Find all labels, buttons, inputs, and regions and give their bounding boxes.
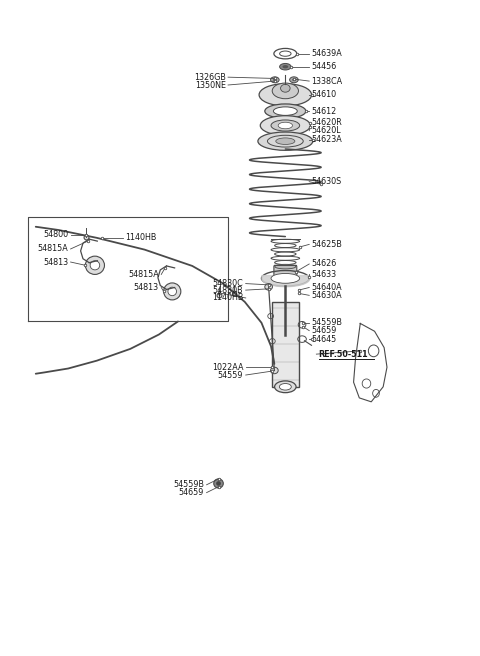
Text: 54813: 54813 [43, 258, 68, 266]
Text: 54610: 54610 [312, 91, 336, 99]
Ellipse shape [280, 64, 291, 70]
Ellipse shape [274, 107, 297, 115]
Ellipse shape [282, 65, 288, 68]
Text: 54456: 54456 [312, 62, 337, 72]
Ellipse shape [278, 122, 292, 129]
Text: 54830C: 54830C [213, 279, 243, 288]
Text: 54830B: 54830B [213, 285, 243, 295]
Text: 54815A: 54815A [37, 245, 68, 253]
Ellipse shape [90, 260, 100, 270]
Ellipse shape [164, 283, 181, 300]
Ellipse shape [276, 138, 295, 144]
Ellipse shape [258, 132, 313, 150]
Text: 54659: 54659 [312, 326, 337, 335]
Ellipse shape [281, 85, 290, 92]
Ellipse shape [271, 367, 278, 374]
Text: 54559B: 54559B [312, 318, 343, 327]
Text: 54659: 54659 [179, 488, 204, 497]
Text: REF.50-511: REF.50-511 [319, 350, 368, 359]
Text: 54620L: 54620L [312, 126, 341, 135]
Ellipse shape [260, 115, 311, 135]
Text: 1338CA: 1338CA [312, 77, 343, 85]
Ellipse shape [216, 482, 221, 485]
Ellipse shape [273, 79, 277, 81]
Text: 54630A: 54630A [312, 291, 342, 300]
Ellipse shape [214, 479, 223, 488]
Text: 54645: 54645 [312, 335, 337, 344]
Ellipse shape [280, 51, 291, 56]
Text: 54815A: 54815A [128, 270, 159, 279]
Ellipse shape [271, 120, 300, 131]
Ellipse shape [271, 77, 279, 83]
Ellipse shape [275, 381, 296, 393]
Text: 1140HB: 1140HB [125, 234, 157, 242]
Ellipse shape [265, 104, 306, 118]
FancyBboxPatch shape [272, 302, 299, 387]
Text: 54623A: 54623A [312, 135, 342, 144]
Ellipse shape [85, 256, 105, 274]
Text: 54612: 54612 [312, 107, 337, 115]
Text: 1022AA: 1022AA [212, 363, 243, 372]
Ellipse shape [279, 384, 291, 390]
Ellipse shape [292, 79, 296, 81]
Text: 1350NE: 1350NE [195, 81, 226, 89]
Ellipse shape [259, 84, 312, 106]
Ellipse shape [271, 274, 300, 283]
Text: 54620R: 54620R [312, 118, 342, 127]
Ellipse shape [289, 77, 298, 83]
Text: 54630S: 54630S [312, 177, 342, 186]
Text: 54625B: 54625B [312, 240, 342, 249]
Text: 54626: 54626 [312, 260, 337, 268]
Ellipse shape [275, 264, 296, 269]
Text: 54813: 54813 [134, 283, 159, 292]
Ellipse shape [168, 287, 177, 296]
Text: 54639A: 54639A [312, 49, 342, 58]
Text: 54559: 54559 [218, 371, 243, 380]
Text: 1140HB: 1140HB [212, 293, 243, 302]
Text: 1326GB: 1326GB [194, 73, 226, 81]
Text: 54559B: 54559B [173, 480, 204, 489]
Text: 54800: 54800 [43, 230, 68, 239]
FancyBboxPatch shape [274, 265, 297, 278]
Text: 54633: 54633 [312, 270, 336, 279]
Text: 54640A: 54640A [312, 283, 342, 292]
Ellipse shape [265, 283, 273, 290]
Ellipse shape [272, 83, 299, 98]
